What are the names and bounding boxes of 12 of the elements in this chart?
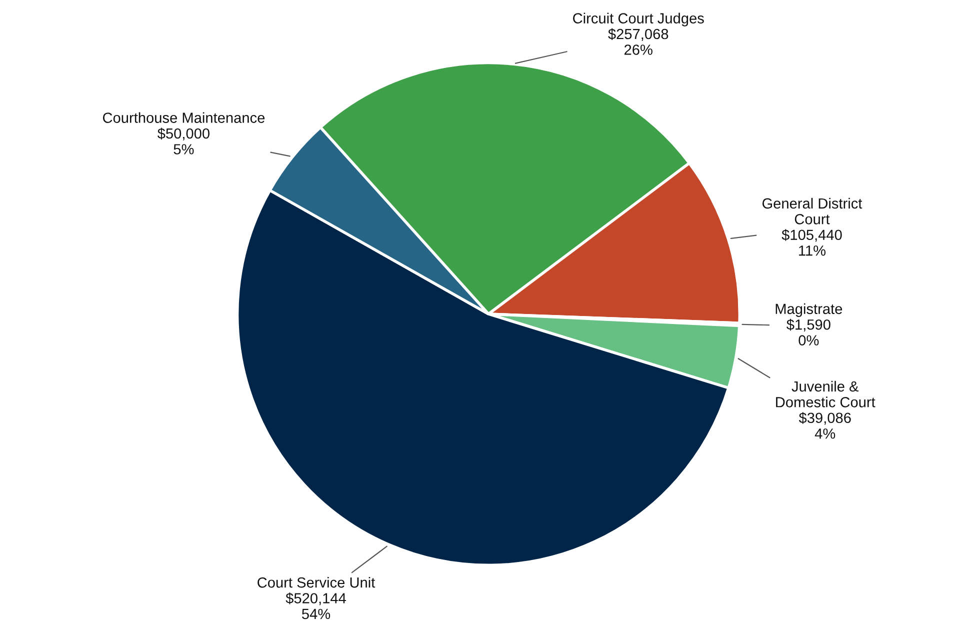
data-label: $1,590 0% — [786, 318, 830, 346]
slice-label: Courthouse Maintenance — [102, 112, 265, 123]
slice-label: Magistrate — [776, 303, 842, 317]
slice-label: Court Service Unit — [258, 576, 376, 588]
data-label: $257,068 26% — [608, 28, 668, 55]
slice-label: General District Court — [762, 198, 862, 224]
data-label: $105,440 11% — [782, 229, 842, 256]
data-label: $50,000 5% — [158, 128, 210, 154]
slice-label: Circuit Court Judges — [573, 12, 704, 26]
data-label: $39,086 4% — [798, 412, 851, 439]
data-label: $520,144 54% — [286, 592, 346, 620]
slice-label: Juvenile & Domestic Court — [776, 380, 876, 408]
